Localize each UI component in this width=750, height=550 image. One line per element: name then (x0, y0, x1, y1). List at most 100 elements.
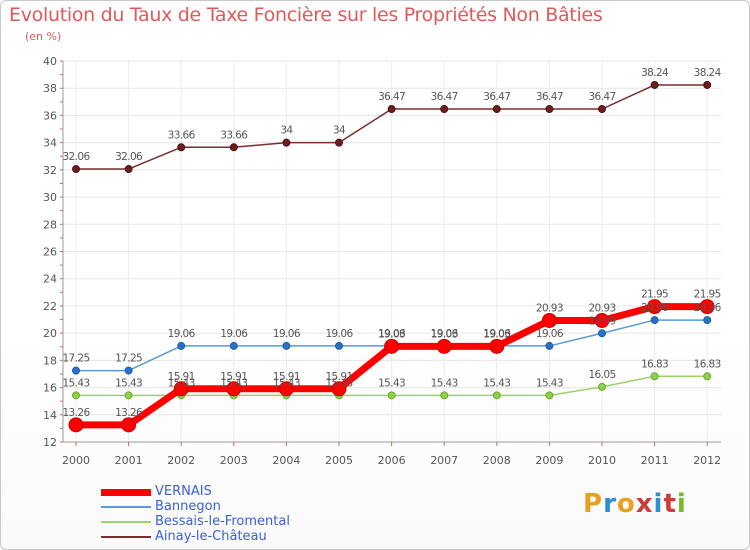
data-label-bannegon: 19.06 (273, 328, 301, 340)
data-label-bannegon: 19.06 (378, 328, 406, 340)
data-label-bannegon: 19.06 (168, 328, 196, 340)
y-tick-label: 40 (43, 55, 57, 68)
data-point-bannegon (650, 316, 659, 325)
data-label-bannegon: 17.25 (115, 353, 142, 365)
data-label-vernais: 15.91 (168, 371, 195, 383)
data-label-vernais: 21.95 (641, 289, 668, 301)
data-point-ainay-le-chateau (492, 105, 501, 114)
y-tick-label: 20 (43, 327, 57, 340)
data-point-bessais-le-fromental (598, 382, 606, 391)
data-point-bessais-le-fromental (650, 372, 659, 381)
data-label-vernais: 21.95 (694, 289, 721, 301)
logo-letter: P (583, 489, 604, 519)
legend-label: VERNAIS (155, 484, 212, 499)
data-label-ainay-le-chateau: 36.47 (483, 91, 510, 103)
data-point-ainay-le-chateau (282, 138, 291, 147)
data-point-ainay-le-chateau (440, 105, 449, 114)
chart-subtitle: (en %) (25, 30, 62, 43)
data-point-vernais (541, 312, 557, 328)
y-tick-label: 12 (43, 436, 57, 449)
data-label-bannegon: 19.06 (536, 328, 564, 340)
data-label-bessais-le-fromental: 15.43 (536, 377, 563, 389)
data-label-vernais: 19.03 (431, 328, 458, 340)
chart-title: Evolution du Taux de Taxe Foncière sur l… (9, 4, 603, 26)
data-label-ainay-le-chateau: 34 (280, 125, 293, 137)
legend-swatch (101, 536, 151, 538)
data-label-vernais: 19.03 (378, 328, 405, 340)
logo-letter: t (663, 489, 677, 519)
data-label-bannegon: 19.06 (483, 328, 511, 340)
data-point-bessais-le-fromental (440, 391, 449, 400)
data-label-vernais: 15.91 (220, 371, 247, 383)
data-label-ainay-le-chateau: 36.47 (378, 91, 405, 103)
data-point-bessais-le-fromental (387, 391, 396, 400)
data-point-vernais (384, 338, 400, 354)
data-point-ainay-le-chateau (229, 143, 238, 152)
data-label-bessais-le-fromental: 15.43 (273, 377, 300, 389)
y-tick-label: 28 (43, 218, 57, 231)
data-point-vernais (331, 381, 347, 397)
data-point-vernais (489, 338, 505, 354)
y-tick-label: 32 (43, 164, 57, 177)
data-label-vernais: 15.91 (325, 371, 352, 383)
x-tick-label: 2001 (115, 454, 143, 467)
data-point-ainay-le-chateau (703, 80, 712, 89)
data-point-bessais-le-fromental (545, 391, 554, 400)
data-point-bessais-le-fromental (703, 372, 712, 381)
data-point-bannegon (545, 341, 554, 350)
x-tick-label: 2006 (378, 454, 406, 467)
data-point-ainay-le-chateau (545, 105, 554, 114)
data-point-bessais-le-fromental (72, 391, 80, 400)
data-point-ainay-le-chateau (177, 143, 186, 152)
x-tick-label: 2011 (641, 454, 669, 467)
data-point-ainay-le-chateau (650, 80, 659, 89)
y-tick-label: 14 (43, 409, 57, 422)
data-label-bannegon: 20.96 (694, 302, 722, 314)
data-label-bessais-le-fromental: 15.43 (62, 377, 89, 389)
data-label-bessais-le-fromental: 15.43 (325, 377, 352, 389)
data-point-vernais (647, 299, 663, 315)
data-point-vernais (68, 417, 84, 433)
data-label-ainay-le-chateau: 32.06 (62, 151, 90, 163)
data-point-bannegon (703, 316, 712, 325)
y-tick-label: 24 (43, 273, 57, 286)
data-point-bannegon (598, 329, 606, 338)
data-point-bannegon (72, 366, 80, 375)
data-label-ainay-le-chateau: 36.47 (431, 91, 458, 103)
data-point-ainay-le-chateau (598, 105, 606, 114)
y-tick-label: 18 (43, 354, 57, 367)
logo-letter: i (676, 489, 687, 519)
data-point-bannegon (335, 341, 343, 350)
data-point-bannegon (177, 341, 186, 350)
y-tick-label: 22 (43, 300, 57, 313)
data-label-ainay-le-chateau: 38.24 (641, 67, 669, 79)
logo-letter: o (616, 489, 636, 519)
data-point-ainay-le-chateau (387, 105, 396, 114)
y-tick-label: 36 (43, 109, 57, 122)
legend-swatch (101, 506, 151, 508)
x-tick-label: 2004 (272, 454, 300, 467)
data-point-bannegon (229, 341, 238, 350)
data-label-bessais-le-fromental: 16.05 (588, 369, 615, 381)
data-label-vernais: 15.91 (273, 371, 300, 383)
legend-swatch (101, 488, 151, 496)
data-label-ainay-le-chateau: 33.66 (220, 129, 248, 141)
data-label-vernais: 20.93 (536, 302, 563, 314)
logo-letter: r (603, 489, 617, 519)
x-tick-label: 2007 (430, 454, 458, 467)
legend-label: Ainay-le-Château (155, 529, 267, 544)
data-label-bessais-le-fromental: 16.83 (641, 358, 668, 370)
data-label-ainay-le-chateau: 36.47 (588, 91, 615, 103)
data-label-ainay-le-chateau: 36.47 (536, 91, 563, 103)
y-tick-label: 30 (43, 191, 57, 204)
logo-letter: i (653, 489, 664, 519)
data-point-vernais (226, 381, 242, 397)
data-label-bannegon: 19.99 (588, 315, 615, 327)
data-label-ainay-le-chateau: 34 (333, 125, 346, 137)
legend-label: Bannegon (155, 499, 221, 514)
data-point-bannegon (282, 341, 291, 350)
data-point-ainay-le-chateau (335, 138, 343, 147)
y-tick-label: 26 (43, 246, 57, 259)
